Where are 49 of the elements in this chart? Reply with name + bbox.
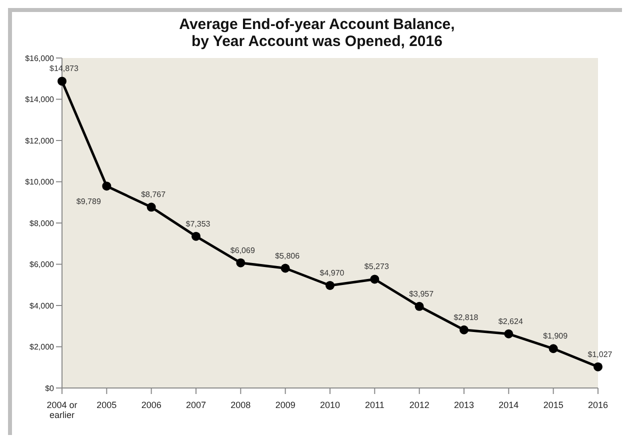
x-tick-label: 2004 or earlier — [46, 400, 78, 420]
y-tick-label: $8,000 — [30, 218, 55, 228]
y-tick-label: $10,000 — [25, 178, 55, 187]
x-tick-label: 2011 — [364, 400, 384, 410]
point — [192, 232, 200, 241]
point — [504, 329, 514, 338]
data-label: $2,818 — [454, 312, 479, 322]
point — [280, 264, 290, 273]
y-tick-label: $14,000 — [25, 95, 55, 104]
y-tick-label: $16,000 — [25, 54, 55, 63]
x-tick-label: 2016 — [588, 400, 608, 410]
point — [548, 344, 558, 354]
data-label: $6,069 — [230, 246, 256, 255]
data-label: $5,273 — [364, 262, 390, 272]
x-tick-label: 2007 — [186, 400, 206, 410]
x-tick-label: 2013 — [454, 400, 474, 410]
x-tick-label: 2014 — [498, 400, 519, 410]
point — [146, 202, 156, 212]
data-label: $14,873 — [50, 64, 80, 74]
point — [236, 258, 246, 268]
point — [326, 280, 334, 290]
point — [594, 362, 602, 372]
y-tick-label: $12,000 — [25, 136, 55, 146]
x-tick-label: 2012 — [409, 400, 430, 410]
data-label: $5,806 — [275, 251, 300, 260]
point — [102, 182, 112, 191]
y-tick-label: $2,000 — [30, 342, 55, 352]
x-tick-label: 2015 — [543, 400, 564, 410]
x-tick-label: 2005 — [96, 400, 117, 410]
data-label: $1,909 — [543, 332, 568, 341]
y-tick-label: $6,000 — [30, 260, 55, 270]
x-tick-label: 2009 — [275, 400, 296, 410]
point — [370, 274, 380, 284]
chart-title: Average End-of-year Account Balance, by Year Account was Opened, 2016 — [178, 16, 456, 50]
data-label: $1,027 — [588, 350, 613, 359]
point — [58, 76, 66, 86]
data-label: $4,970 — [320, 268, 345, 278]
point — [460, 325, 468, 334]
y-tick-label: $4,000 — [30, 301, 55, 310]
data-label: $9,789 — [76, 197, 102, 206]
x-tick-label: 2006 — [141, 400, 162, 410]
y-tick-label: $0 — [45, 384, 55, 393]
data-label: $8,767 — [141, 190, 166, 200]
data-label: $7,353 — [186, 219, 211, 228]
x-tick-label: 2010 — [320, 400, 340, 410]
point — [414, 302, 424, 311]
data-label: $2,624 — [498, 316, 524, 326]
x-tick-label: 2008 — [230, 400, 251, 410]
data-label: $3,957 — [409, 289, 434, 298]
